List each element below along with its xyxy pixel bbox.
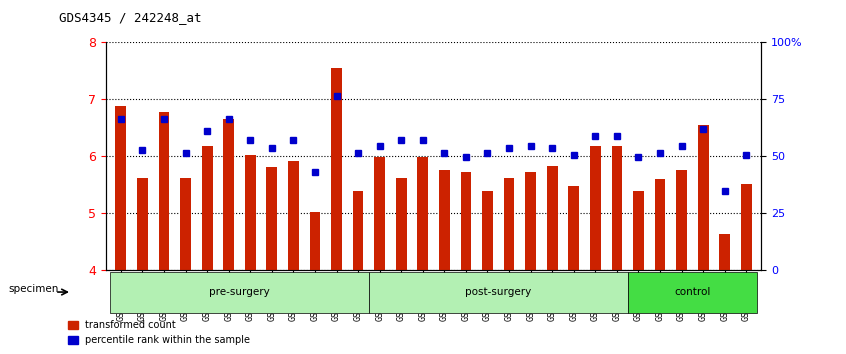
Text: specimen: specimen	[8, 284, 59, 293]
Bar	[353, 191, 364, 270]
Bar	[180, 178, 191, 270]
Bar	[115, 106, 126, 270]
Legend: transformed count, percentile rank within the sample: transformed count, percentile rank withi…	[64, 316, 255, 349]
Text: GDS4345 / 242248_at: GDS4345 / 242248_at	[59, 11, 201, 24]
Bar	[719, 234, 730, 270]
Bar	[266, 167, 277, 270]
Bar	[137, 178, 148, 270]
FancyBboxPatch shape	[628, 272, 757, 313]
Bar	[374, 157, 385, 270]
Bar	[331, 68, 342, 270]
Bar	[655, 179, 666, 270]
Bar	[396, 178, 407, 270]
Bar	[460, 172, 471, 270]
Bar	[417, 157, 428, 270]
Bar	[590, 146, 601, 270]
Bar	[439, 170, 450, 270]
Bar	[288, 161, 299, 270]
Bar	[503, 178, 514, 270]
FancyBboxPatch shape	[369, 272, 628, 313]
Text: control: control	[674, 287, 711, 297]
FancyBboxPatch shape	[110, 272, 369, 313]
Bar	[525, 172, 536, 270]
Bar	[698, 125, 709, 270]
Bar	[482, 191, 493, 270]
Bar	[244, 155, 255, 270]
Bar	[310, 212, 321, 270]
Bar	[633, 191, 644, 270]
Bar	[676, 170, 687, 270]
Bar	[201, 146, 212, 270]
Bar	[158, 112, 169, 270]
Bar	[223, 119, 234, 270]
Bar	[612, 146, 623, 270]
Bar	[547, 166, 558, 270]
Text: pre-surgery: pre-surgery	[209, 287, 270, 297]
Bar	[741, 184, 752, 270]
Text: post-surgery: post-surgery	[465, 287, 531, 297]
Bar	[569, 185, 580, 270]
